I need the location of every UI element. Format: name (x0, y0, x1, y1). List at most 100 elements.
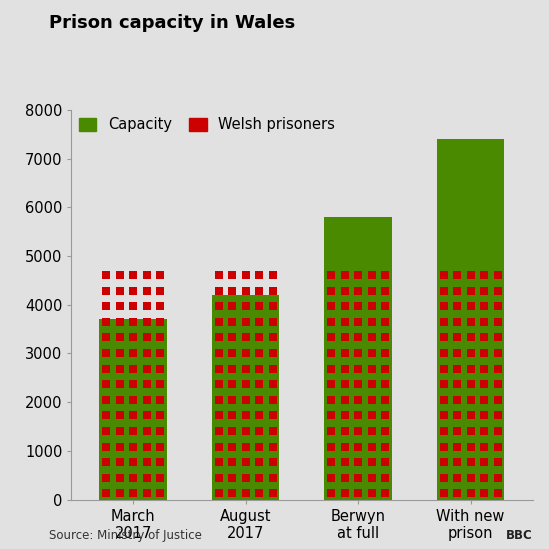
Point (340, 349, 349, 357)
Point (340, 333, 349, 342)
Point (340, 442, 349, 451)
Point (214, 489, 223, 498)
Point (142, 442, 151, 451)
Point (493, 473, 502, 482)
Point (102, 364, 111, 373)
Point (439, 458, 448, 467)
Point (268, 349, 277, 357)
Point (142, 364, 151, 373)
Point (381, 442, 390, 451)
Point (493, 317, 502, 326)
Point (480, 489, 489, 498)
Point (327, 286, 335, 295)
Point (228, 442, 237, 451)
Point (439, 302, 448, 311)
Point (480, 380, 489, 389)
Point (228, 317, 237, 326)
Point (439, 364, 448, 373)
Point (381, 411, 390, 420)
Point (354, 364, 362, 373)
Point (327, 473, 335, 482)
Point (466, 271, 475, 279)
Point (242, 427, 250, 435)
Point (255, 380, 264, 389)
Point (354, 442, 362, 451)
Point (453, 364, 462, 373)
Point (453, 458, 462, 467)
Point (439, 427, 448, 435)
Point (129, 489, 138, 498)
Point (381, 364, 390, 373)
Point (129, 395, 138, 404)
Point (354, 427, 362, 435)
Point (354, 489, 362, 498)
Point (480, 442, 489, 451)
Point (255, 458, 264, 467)
Point (381, 489, 390, 498)
Point (439, 349, 448, 357)
Point (367, 458, 376, 467)
Point (493, 458, 502, 467)
Point (340, 473, 349, 482)
Point (115, 427, 124, 435)
Point (268, 395, 277, 404)
Point (102, 271, 111, 279)
Point (268, 427, 277, 435)
Point (115, 317, 124, 326)
Point (142, 411, 151, 420)
Point (214, 458, 223, 467)
Point (214, 442, 223, 451)
Point (327, 317, 335, 326)
Point (480, 333, 489, 342)
Point (439, 489, 448, 498)
Point (102, 411, 111, 420)
Point (156, 286, 165, 295)
Point (156, 349, 165, 357)
Point (115, 302, 124, 311)
Point (354, 349, 362, 357)
Point (367, 489, 376, 498)
Point (453, 411, 462, 420)
Point (242, 349, 250, 357)
Point (466, 364, 475, 373)
Point (102, 473, 111, 482)
Point (480, 411, 489, 420)
Point (327, 427, 335, 435)
Point (340, 458, 349, 467)
Point (439, 411, 448, 420)
Point (115, 380, 124, 389)
Point (480, 286, 489, 295)
Text: BBC: BBC (506, 529, 533, 542)
Point (340, 317, 349, 326)
Point (493, 302, 502, 311)
Point (268, 317, 277, 326)
Point (466, 489, 475, 498)
Point (439, 380, 448, 389)
Point (493, 271, 502, 279)
Point (480, 317, 489, 326)
Point (354, 395, 362, 404)
Point (439, 442, 448, 451)
Point (327, 442, 335, 451)
Point (354, 411, 362, 420)
Point (268, 489, 277, 498)
Point (156, 302, 165, 311)
Point (255, 302, 264, 311)
Point (480, 458, 489, 467)
Point (142, 489, 151, 498)
Point (466, 442, 475, 451)
Point (453, 271, 462, 279)
Point (228, 458, 237, 467)
Point (367, 271, 376, 279)
Point (367, 427, 376, 435)
Point (115, 411, 124, 420)
Point (242, 286, 250, 295)
Point (367, 333, 376, 342)
Point (453, 286, 462, 295)
Point (268, 411, 277, 420)
Point (255, 286, 264, 295)
Point (129, 380, 138, 389)
Point (466, 395, 475, 404)
Point (228, 395, 237, 404)
Point (466, 317, 475, 326)
